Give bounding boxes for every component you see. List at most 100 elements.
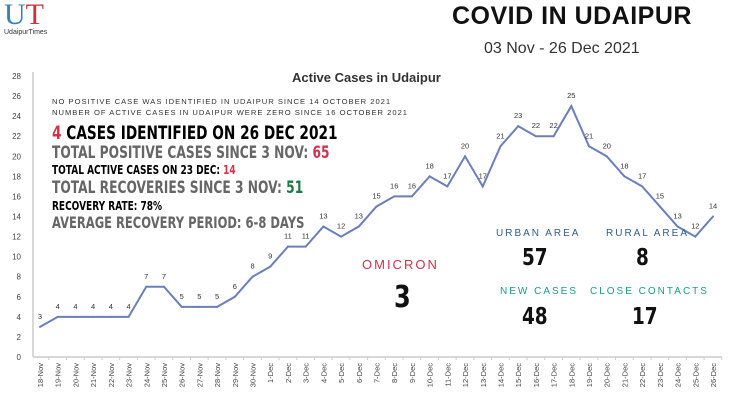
y-tick-label: 20 <box>12 152 21 161</box>
x-tick-label: 21-Dec <box>620 363 629 387</box>
x-tick-label: 23-Nov <box>125 363 134 387</box>
y-tick-label: 10 <box>12 253 21 262</box>
data-label: 8 <box>250 262 254 271</box>
x-tick-label: 13-Dec <box>479 363 488 387</box>
data-point <box>74 315 77 318</box>
data-point <box>233 295 236 298</box>
data-label: 7 <box>144 272 148 281</box>
x-tick-label: 10-Dec <box>426 363 435 387</box>
data-label: 17 <box>479 171 487 180</box>
x-tick-label: 26-Dec <box>709 363 718 387</box>
x-tick-label: 21-Nov <box>89 363 98 387</box>
data-label: 16 <box>390 181 398 190</box>
y-tick-label: 22 <box>12 132 21 141</box>
x-tick-label: 16-Dec <box>532 363 541 387</box>
x-tick-label: 25-Dec <box>691 363 700 387</box>
data-point <box>641 185 644 188</box>
data-point <box>269 265 272 268</box>
x-tick-label: 19-Dec <box>585 363 594 387</box>
y-tick-label: 26 <box>12 92 21 101</box>
data-label: 13 <box>673 212 681 221</box>
data-point <box>712 215 714 218</box>
y-tick-label: 0 <box>17 353 22 362</box>
data-label: 15 <box>656 191 664 200</box>
x-tick-label: 18-Dec <box>567 363 576 387</box>
data-point <box>357 225 360 228</box>
data-point <box>552 135 555 138</box>
data-point <box>676 225 679 228</box>
y-tick-label: 18 <box>12 172 21 181</box>
data-point <box>393 195 396 198</box>
omicron-label: OMICRON <box>362 257 439 272</box>
new-cases-value: 48 <box>522 304 548 330</box>
data-point <box>605 155 608 158</box>
x-tick-label: 30-Nov <box>249 363 258 387</box>
x-tick-label: 1-Dec <box>266 363 275 383</box>
data-label: 18 <box>425 161 433 170</box>
x-tick-label: 12-Dec <box>461 363 470 387</box>
urban-label: URBAN AREA <box>496 228 581 239</box>
x-tick-label: 28-Nov <box>213 363 222 387</box>
new-cases-label: NEW CASES <box>500 286 579 297</box>
data-point <box>570 105 573 108</box>
data-label: 4 <box>91 302 95 311</box>
data-point <box>180 305 183 308</box>
data-label: 4 <box>109 302 113 311</box>
data-point <box>304 245 307 248</box>
data-label: 12 <box>337 222 345 231</box>
note-1: NO POSITIVE CASE WAS IDENTIFIED IN UDAIP… <box>52 97 392 106</box>
x-tick-label: 8-Dec <box>390 363 399 383</box>
data-label: 4 <box>73 302 77 311</box>
avg-recovery-period: AVERAGE RECOVERY PERIOD: 6-8 DAYS <box>52 213 305 232</box>
rural-label: RURAL AREA <box>606 228 689 239</box>
data-point <box>428 175 431 178</box>
close-contacts-label: CLOSE CONTACTS <box>590 286 709 297</box>
x-tick-label: 23-Dec <box>656 363 665 387</box>
data-point <box>145 285 148 288</box>
x-tick-label: 19-Nov <box>54 363 63 387</box>
data-label: 16 <box>408 181 416 190</box>
identified-stat: 4 CASES IDENTIFIED ON 26 DEC 2021 <box>52 122 338 144</box>
x-tick-label: 6-Dec <box>355 363 364 383</box>
data-point <box>127 315 130 318</box>
data-label: 21 <box>496 131 504 140</box>
data-label: 20 <box>603 141 611 150</box>
logo-name: UdaipurTimes <box>4 29 48 36</box>
data-label: 5 <box>215 292 219 301</box>
data-label: 25 <box>567 91 575 100</box>
data-point <box>410 195 413 198</box>
data-point <box>588 145 591 148</box>
data-point <box>375 205 378 208</box>
data-point <box>534 135 537 138</box>
x-tick-label: 9-Dec <box>408 363 417 383</box>
data-label: 13 <box>319 212 327 221</box>
data-point <box>251 275 254 278</box>
y-tick-label: 16 <box>12 192 21 201</box>
recovery-rate: RECOVERY RATE: 78% <box>52 199 163 213</box>
x-tick-label: 26-Nov <box>178 363 187 387</box>
y-tick-label: 28 <box>12 72 21 81</box>
x-tick-label: 2-Dec <box>284 363 293 383</box>
x-tick-label: 27-Nov <box>195 363 204 387</box>
data-label: 11 <box>284 232 292 241</box>
data-point <box>286 245 289 248</box>
data-point <box>198 305 201 308</box>
data-label: 11 <box>302 232 310 241</box>
x-tick-label: 20-Nov <box>71 363 80 387</box>
note-2: NUMBER OF ACTIVE CASES IN UDAIPUR WERE Z… <box>52 108 409 117</box>
data-point <box>623 175 626 178</box>
data-point <box>658 205 661 208</box>
x-tick-label: 18-Nov <box>36 363 45 387</box>
data-label: 17 <box>443 171 451 180</box>
data-label: 4 <box>56 302 60 311</box>
data-label: 20 <box>461 141 469 150</box>
page-title: COVID IN UDAIPUR <box>452 2 692 30</box>
data-point <box>446 185 449 188</box>
y-tick-label: 8 <box>17 273 22 282</box>
data-label: 5 <box>197 292 201 301</box>
x-tick-label: 24-Nov <box>142 363 151 387</box>
y-tick-label: 2 <box>17 333 22 342</box>
logo: UT UdaipurTimes <box>4 0 48 36</box>
